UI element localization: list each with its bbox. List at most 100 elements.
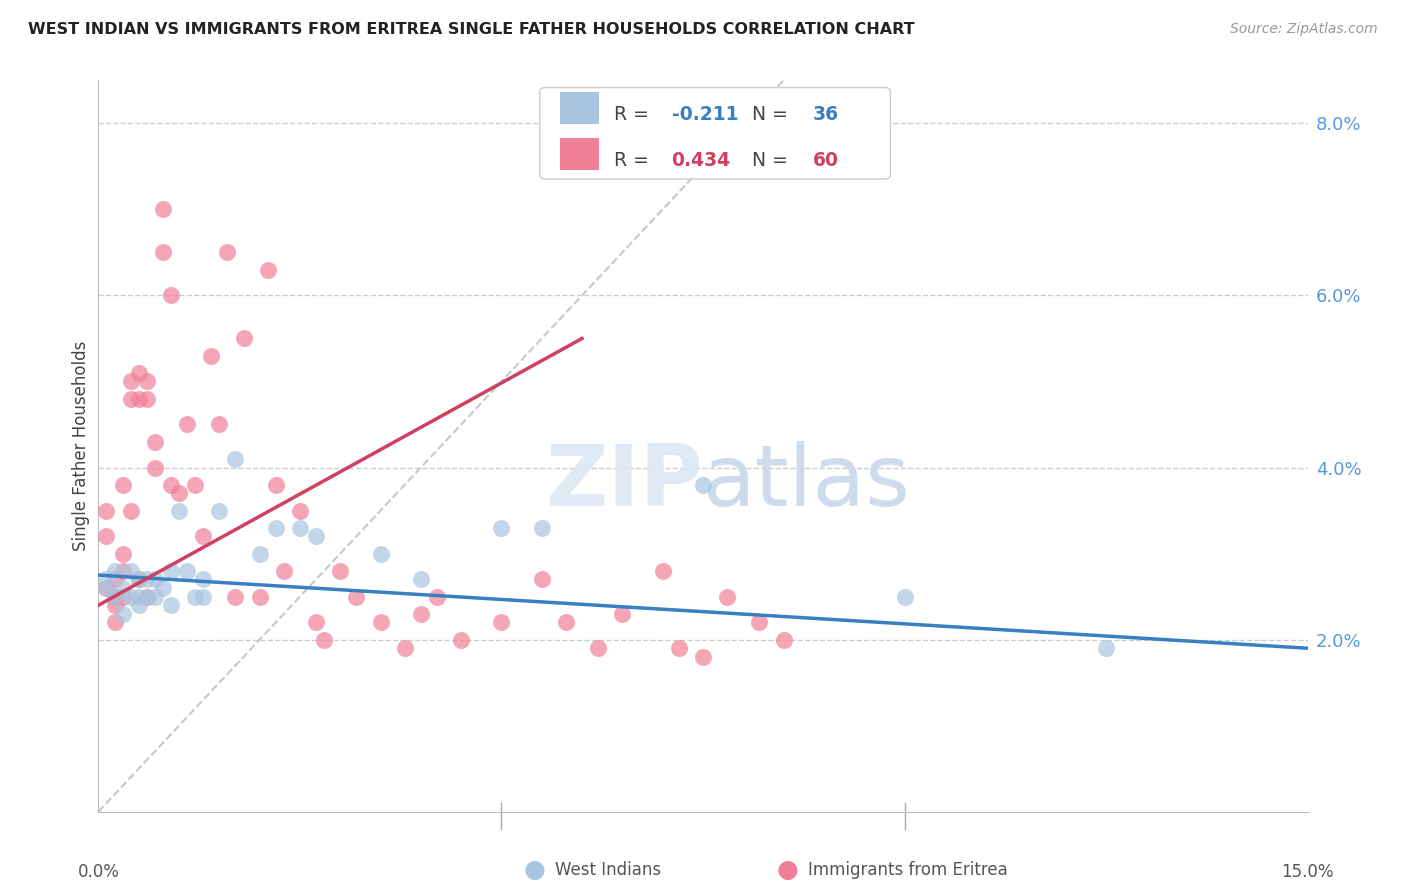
Y-axis label: Single Father Households: Single Father Households bbox=[72, 341, 90, 551]
Point bbox=[120, 392, 142, 406]
Point bbox=[450, 632, 472, 647]
Point bbox=[111, 477, 134, 491]
Point bbox=[111, 547, 134, 561]
Text: WEST INDIAN VS IMMIGRANTS FROM ERITREA SINGLE FATHER HOUSEHOLDS CORRELATION CHAR: WEST INDIAN VS IMMIGRANTS FROM ERITREA S… bbox=[28, 22, 915, 37]
Point bbox=[120, 375, 142, 389]
Point bbox=[135, 590, 157, 604]
Text: 0.0%: 0.0% bbox=[77, 863, 120, 881]
Point bbox=[128, 590, 150, 604]
Point bbox=[329, 564, 352, 578]
Point bbox=[135, 590, 157, 604]
Point bbox=[224, 451, 246, 466]
Point bbox=[128, 573, 150, 587]
Point bbox=[96, 503, 118, 517]
Point bbox=[103, 590, 125, 604]
Point bbox=[249, 590, 271, 604]
Point bbox=[160, 564, 183, 578]
Point bbox=[491, 615, 513, 630]
Point bbox=[176, 417, 198, 432]
Point bbox=[193, 529, 215, 543]
Point bbox=[111, 564, 134, 578]
Text: R =: R = bbox=[613, 151, 654, 169]
Point bbox=[135, 392, 157, 406]
Text: ZIP: ZIP bbox=[546, 441, 703, 524]
Point bbox=[200, 349, 222, 363]
Point bbox=[217, 245, 239, 260]
Text: Immigrants from Eritrea: Immigrants from Eritrea bbox=[808, 861, 1008, 879]
Point bbox=[651, 564, 673, 578]
Text: West Indians: West Indians bbox=[555, 861, 661, 879]
Point bbox=[249, 547, 271, 561]
Point bbox=[288, 521, 311, 535]
Point bbox=[103, 573, 125, 587]
Text: atlas: atlas bbox=[703, 441, 911, 524]
Point bbox=[370, 615, 392, 630]
Point bbox=[893, 590, 915, 604]
Point bbox=[160, 477, 183, 491]
Point bbox=[103, 564, 125, 578]
Point bbox=[208, 417, 231, 432]
Point bbox=[305, 529, 328, 543]
Point bbox=[344, 590, 367, 604]
Point bbox=[555, 615, 578, 630]
Point bbox=[426, 590, 449, 604]
Point bbox=[120, 503, 142, 517]
Point bbox=[120, 564, 142, 578]
Point bbox=[128, 573, 150, 587]
Point bbox=[111, 607, 134, 621]
Point bbox=[692, 649, 714, 664]
Point bbox=[193, 590, 215, 604]
Point bbox=[288, 503, 311, 517]
Point bbox=[103, 590, 125, 604]
Point bbox=[135, 375, 157, 389]
Text: -0.211: -0.211 bbox=[672, 105, 738, 124]
Text: N =: N = bbox=[741, 105, 794, 124]
Point bbox=[256, 262, 278, 277]
Text: 60: 60 bbox=[813, 151, 839, 169]
Point bbox=[530, 521, 553, 535]
Point bbox=[167, 503, 190, 517]
Point bbox=[264, 521, 287, 535]
Point bbox=[128, 366, 150, 380]
Point bbox=[305, 615, 328, 630]
Point bbox=[111, 590, 134, 604]
Point bbox=[668, 641, 690, 656]
Point bbox=[96, 529, 118, 543]
Point bbox=[208, 503, 231, 517]
Text: ●: ● bbox=[776, 858, 799, 881]
Point bbox=[586, 641, 609, 656]
Text: ●: ● bbox=[523, 858, 546, 881]
Point bbox=[96, 581, 118, 595]
Point bbox=[143, 434, 166, 449]
Point bbox=[128, 392, 150, 406]
Point bbox=[1095, 641, 1118, 656]
Point bbox=[143, 590, 166, 604]
Point bbox=[530, 573, 553, 587]
Point bbox=[224, 590, 246, 604]
Text: 36: 36 bbox=[813, 105, 839, 124]
Point bbox=[120, 590, 142, 604]
Point bbox=[103, 598, 125, 612]
Point bbox=[111, 581, 134, 595]
Point bbox=[152, 202, 174, 217]
Point bbox=[160, 598, 183, 612]
Point bbox=[409, 573, 432, 587]
Point bbox=[184, 590, 207, 604]
Point bbox=[135, 573, 157, 587]
Point bbox=[103, 615, 125, 630]
Text: 0.434: 0.434 bbox=[672, 151, 731, 169]
Point bbox=[772, 632, 794, 647]
Point bbox=[748, 615, 770, 630]
Point bbox=[184, 477, 207, 491]
Text: R =: R = bbox=[613, 105, 654, 124]
Point bbox=[160, 288, 183, 302]
Point bbox=[491, 521, 513, 535]
Text: N =: N = bbox=[741, 151, 794, 169]
FancyBboxPatch shape bbox=[561, 138, 599, 169]
Point bbox=[128, 598, 150, 612]
Point bbox=[264, 477, 287, 491]
Point bbox=[314, 632, 336, 647]
Text: Source: ZipAtlas.com: Source: ZipAtlas.com bbox=[1230, 22, 1378, 37]
Point bbox=[409, 607, 432, 621]
Point bbox=[176, 564, 198, 578]
